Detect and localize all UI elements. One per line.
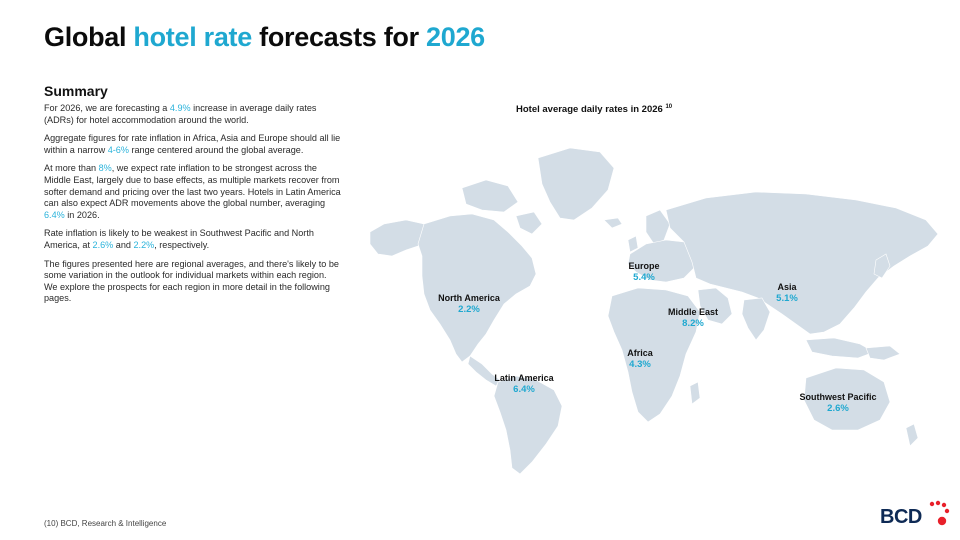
region-label-asia: Asia 5.1% bbox=[776, 282, 798, 304]
land-central-america bbox=[467, 355, 501, 387]
land-eurasia bbox=[665, 191, 939, 335]
bcd-logo: BCD bbox=[880, 500, 950, 532]
region-value: 8.2% bbox=[682, 318, 704, 329]
region-value: 2.2% bbox=[458, 304, 480, 315]
land-canadian-islands bbox=[461, 179, 519, 213]
summary-heading: Summary bbox=[44, 83, 108, 99]
land-scandinavia bbox=[645, 209, 671, 245]
land-australia bbox=[803, 367, 891, 431]
land-japan bbox=[873, 253, 891, 279]
world-map bbox=[369, 147, 939, 475]
summary-text: For 2026, we are forecasting a 4.9% incr… bbox=[44, 103, 342, 312]
region-label-southwest-pacific: Southwest Pacific 2.6% bbox=[799, 392, 877, 414]
region-label-middle-east: Middle East 8.2% bbox=[667, 307, 719, 329]
region-label-africa: Africa 4.3% bbox=[627, 348, 653, 370]
land-new-zealand bbox=[905, 423, 919, 447]
map-title-reference: 10 bbox=[665, 104, 673, 110]
highlight-value: 2.6% bbox=[92, 239, 114, 250]
highlight-value: 2.2% bbox=[133, 239, 155, 250]
summary-paragraph-1: For 2026, we are forecasting a 4.9% incr… bbox=[44, 103, 317, 125]
land-arabia bbox=[697, 287, 733, 325]
land-greenland bbox=[537, 147, 615, 221]
logo-text: BCD bbox=[880, 506, 922, 528]
title-highlight-1: hotel rate bbox=[133, 22, 252, 52]
land-north-america bbox=[417, 213, 537, 363]
summary-paragraph-3: At more than 8%, we expect rate inflatio… bbox=[44, 163, 341, 220]
logo-dots-icon bbox=[929, 500, 950, 526]
region-value: 5.4% bbox=[633, 272, 655, 283]
highlight-value: 8% bbox=[98, 163, 112, 174]
region-label-north-america: North America 2.2% bbox=[438, 293, 500, 315]
land-south-america bbox=[493, 375, 563, 475]
highlight-value: 4.9% bbox=[169, 103, 191, 113]
title-part-2: forecasts for bbox=[251, 22, 427, 52]
region-value: 4.3% bbox=[629, 359, 651, 370]
region-value: 2.6% bbox=[827, 403, 849, 414]
highlight-value: 4-6% bbox=[107, 144, 129, 155]
land-india bbox=[741, 297, 771, 341]
region-value: 6.4% bbox=[513, 384, 535, 395]
title-highlight-2: 2026 bbox=[426, 22, 485, 52]
summary-paragraph-2: Aggregate figures for rate inflation in … bbox=[44, 133, 341, 155]
title-part-1: Global bbox=[44, 22, 134, 52]
land-new-guinea bbox=[865, 345, 901, 361]
region-label-latin-america: Latin America 6.4% bbox=[494, 373, 554, 395]
summary-paragraph-5: The figures presented here are regional … bbox=[44, 258, 339, 304]
map-title: Hotel average daily rates in 2026 10 bbox=[516, 104, 673, 116]
summary-paragraph-4: Rate inflation is likely to be weakest i… bbox=[44, 228, 314, 250]
footnote: (10) BCD, Research & Intelligence bbox=[44, 519, 167, 528]
land-uk bbox=[627, 235, 639, 253]
land-indonesia bbox=[805, 337, 875, 359]
land-europe bbox=[627, 239, 699, 283]
land-hudson-area bbox=[515, 211, 543, 235]
land-africa bbox=[607, 287, 701, 423]
land-alaska bbox=[369, 219, 429, 257]
region-value: 5.1% bbox=[776, 293, 798, 304]
land-madagascar bbox=[689, 381, 701, 405]
region-label-europe: Europe 5.4% bbox=[628, 261, 660, 283]
page-title: Global hotel rate forecasts for 2026 bbox=[44, 22, 485, 53]
highlight-value: 6.4% bbox=[44, 209, 65, 220]
land-iceland bbox=[603, 217, 623, 229]
